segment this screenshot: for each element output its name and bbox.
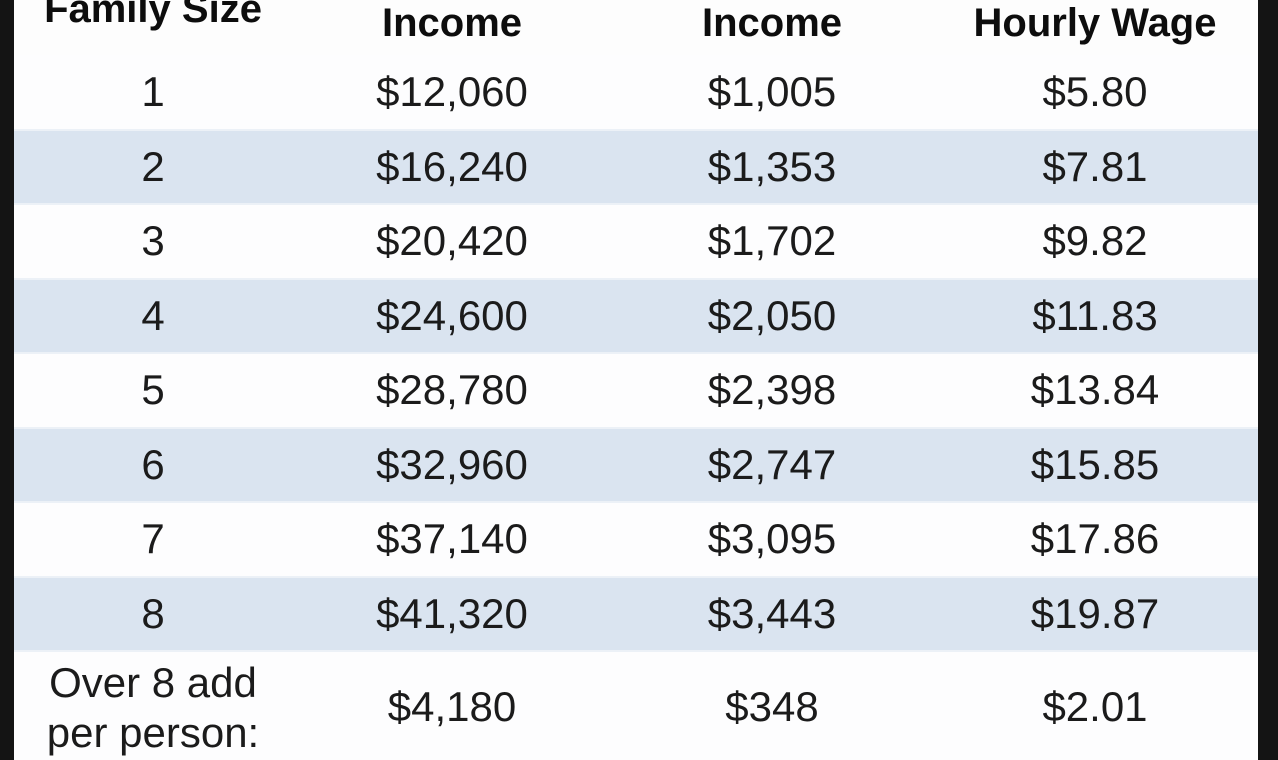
cell-family-size: 8 [14,575,292,652]
header-row: Family Size Income Income Hourly Wage [14,0,1258,55]
cell-annual-income: $32,960 [292,426,612,503]
cell-hourly-wage: $5.80 [932,55,1258,130]
column-header-monthly-income: Income [612,0,932,55]
table-row: 8 $41,320 $3,443 $19.87 [14,575,1258,652]
table-row: 5 $28,780 $2,398 $13.84 [14,353,1258,428]
cell-family-size: 6 [14,426,292,503]
cell-annual-income: $20,420 [292,204,612,279]
cell-monthly-income: $2,050 [612,277,932,354]
cell-family-size: 5 [14,353,292,428]
column-header-hourly-wage: Hourly Wage [932,0,1258,55]
cell-hourly-wage: $15.85 [932,426,1258,503]
cell-annual-income: $4,180 [292,651,612,760]
cell-annual-income: $37,140 [292,502,612,577]
cell-monthly-income: $1,702 [612,204,932,279]
monthly-income-header-label: Income [701,1,843,45]
cell-hourly-wage: $17.86 [932,502,1258,577]
left-frame-border [0,0,14,760]
cell-monthly-income: $1,005 [612,55,932,130]
cell-family-size: Over 8 add per person: [14,651,292,760]
cell-hourly-wage: $13.84 [932,353,1258,428]
cell-family-size: 1 [14,55,292,130]
cell-annual-income: $28,780 [292,353,612,428]
cell-annual-income: $12,060 [292,55,612,130]
table-row: 7 $37,140 $3,095 $17.86 [14,502,1258,577]
table-row: Over 8 add per person: $4,180 $348 $2.01 [14,651,1258,760]
cell-monthly-income: $3,443 [612,575,932,652]
table-row: 2 $16,240 $1,353 $7.81 [14,128,1258,205]
cell-monthly-income: $1,353 [612,128,932,205]
cell-family-size: 2 [14,128,292,205]
table-row: 3 $20,420 $1,702 $9.82 [14,204,1258,279]
table-row: 1 $12,060 $1,005 $5.80 [14,55,1258,130]
family-size-header-label: Family Size [44,0,262,31]
cell-annual-income: $16,240 [292,128,612,205]
cell-monthly-income: $2,398 [612,353,932,428]
column-header-family-size: Family Size [14,0,292,55]
cell-hourly-wage: $11.83 [932,277,1258,354]
cell-annual-income: $41,320 [292,575,612,652]
hourly-wage-header-label: Hourly Wage [973,1,1217,45]
income-table: Family Size Income Income Hourly Wage 1 $… [14,0,1258,760]
cell-monthly-income: $348 [612,651,932,760]
table-body: 1 $12,060 $1,005 $5.80 2 $16,240 $1,353 $7.81 3 $… [14,55,1258,760]
cell-family-size: 3 [14,204,292,279]
cell-family-size: 4 [14,277,292,354]
cell-hourly-wage: $19.87 [932,575,1258,652]
column-header-annual-income: Income [292,0,612,55]
cell-annual-income: $24,600 [292,277,612,354]
cell-hourly-wage: $7.81 [932,128,1258,205]
cell-family-size: 7 [14,502,292,577]
cell-monthly-income: $3,095 [612,502,932,577]
cell-hourly-wage: $9.82 [932,204,1258,279]
cell-monthly-income: $2,747 [612,426,932,503]
cell-hourly-wage: $2.01 [932,651,1258,760]
table-row: 6 $32,960 $2,747 $15.85 [14,426,1258,503]
right-frame-border [1258,0,1278,760]
annual-income-header-label: Income [381,1,523,45]
table-row: 4 $24,600 $2,050 $11.83 [14,277,1258,354]
table-header: Family Size Income Income Hourly Wage [14,0,1258,55]
